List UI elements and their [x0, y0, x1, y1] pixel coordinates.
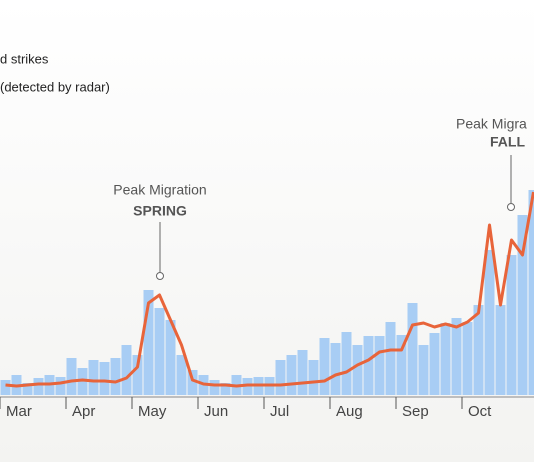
bar: [209, 380, 220, 395]
bar: [275, 360, 286, 395]
bar: [0, 380, 11, 395]
bar: [374, 336, 385, 395]
plot: Mar Apr May Jun Jul Aug Sep Oct: [0, 190, 534, 420]
bar: [495, 305, 506, 395]
bar: [121, 345, 132, 395]
x-tick-label: May: [138, 403, 167, 420]
bar: [440, 323, 451, 395]
bar: [363, 336, 374, 395]
bar: [154, 308, 165, 395]
annotation-emphasis: SPRING: [133, 203, 187, 219]
bar: [286, 355, 297, 395]
x-tick-label: Mar: [6, 403, 32, 420]
bar: [99, 362, 110, 395]
bar: [407, 303, 418, 395]
annotation-emphasis: FALL: [490, 134, 525, 150]
bar: [165, 320, 176, 395]
bar: [55, 377, 66, 395]
bar: [484, 250, 495, 395]
bar: [517, 215, 528, 395]
annotation: Peak Migra: [456, 116, 527, 132]
bar: [352, 345, 363, 395]
leader-dot: [156, 272, 164, 280]
bar: [176, 355, 187, 395]
bar: [88, 360, 99, 395]
leader-dot: [507, 203, 515, 211]
annotation: Peak Migration: [113, 182, 206, 198]
bar: [341, 332, 352, 395]
bar: [473, 305, 484, 395]
x-tick-label: Apr: [72, 403, 95, 420]
x-tick-label: Oct: [468, 403, 492, 420]
bar: [110, 358, 121, 395]
line: [5, 191, 534, 388]
x-tick-label: Jul: [270, 403, 289, 420]
bar: [319, 338, 330, 395]
legend-line: (detected by radar): [0, 79, 110, 94]
x-tick-label: Jun: [204, 403, 228, 420]
bar: [66, 358, 77, 395]
bar: [385, 322, 396, 395]
bar: [187, 370, 198, 395]
bar: [220, 383, 231, 395]
bar: [132, 355, 143, 395]
bar: [528, 190, 534, 395]
bar: [462, 322, 473, 395]
bar: [308, 360, 319, 395]
bar: [330, 343, 341, 395]
x-tick-label: Aug: [336, 403, 363, 420]
bar: [418, 345, 429, 395]
bar: [22, 383, 33, 395]
x-tick-label: Sep: [402, 403, 429, 420]
legend-bars: d strikes: [0, 51, 49, 66]
bar: [143, 290, 154, 395]
bar: [506, 255, 517, 395]
bar: [297, 350, 308, 395]
bar: [33, 378, 44, 395]
bar: [396, 335, 407, 395]
bar: [429, 333, 440, 395]
bar: [451, 318, 462, 395]
